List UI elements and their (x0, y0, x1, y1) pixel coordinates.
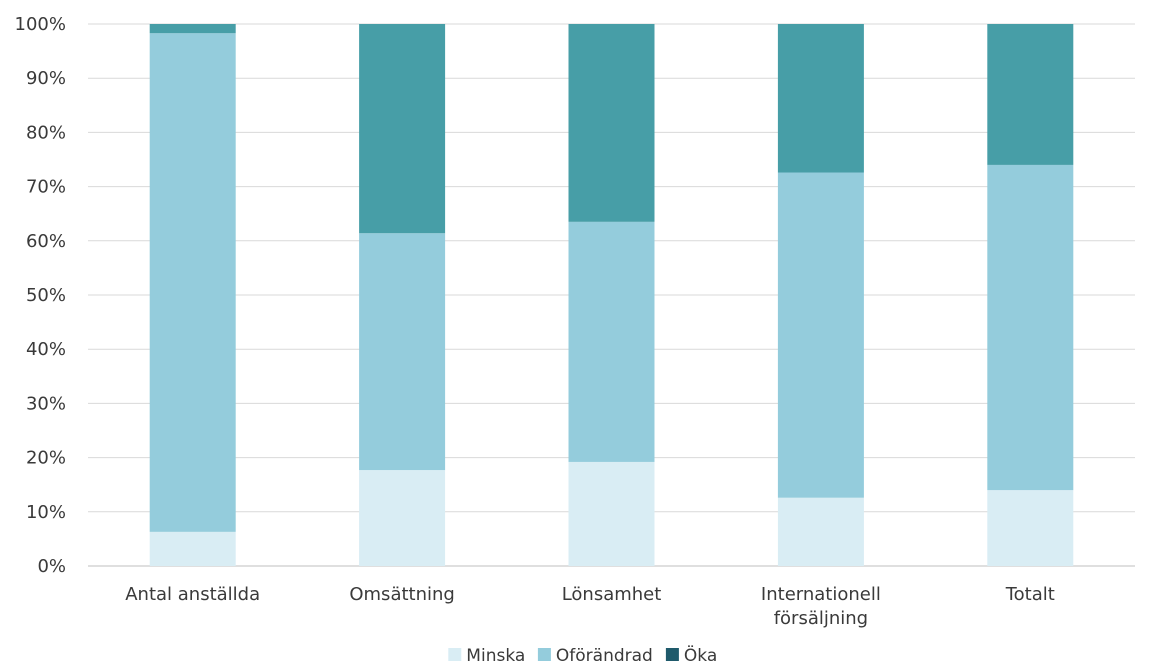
legend: Minska Oförändrad Öka (448, 644, 717, 666)
legend-item: Minska (448, 646, 525, 666)
bar-stack (149, 24, 236, 566)
x-category-label: Antal anställda (125, 584, 260, 605)
legend-swatch (448, 648, 462, 661)
x-category-label: Totalt (1005, 584, 1055, 605)
y-tick-label: 20% (26, 448, 66, 469)
legend-swatch (665, 648, 679, 661)
bar-segment-of-r-ndrad (777, 172, 864, 498)
bar-stack (987, 24, 1074, 566)
bar-segment-minska (987, 490, 1074, 566)
bar-segment--ka (987, 24, 1074, 165)
legend-label: Oförändrad (556, 646, 653, 666)
x-category-label: Omsättning (349, 584, 454, 605)
x-category-label: Internationell försäljning (761, 584, 881, 629)
bar-segment-of-r-ndrad (359, 233, 446, 471)
legend-item: Öka (665, 644, 717, 666)
x-category-label: Lönsamhet (562, 584, 662, 605)
bar-segment--ka (359, 24, 446, 234)
bar-segment-minska (777, 497, 864, 566)
bar-segment-minska (568, 461, 655, 566)
y-tick-label: 90% (26, 68, 66, 89)
legend-label: Minska (466, 646, 525, 666)
bar-segment-of-r-ndrad (987, 164, 1074, 491)
bar-stack (359, 24, 446, 566)
y-tick-label: 40% (26, 339, 66, 360)
legend-item: Oförändrad (537, 646, 653, 666)
y-tick-label: 60% (26, 231, 66, 252)
y-tick-label: 50% (26, 285, 66, 306)
bar-segment-minska (149, 531, 236, 566)
y-tick-label: 10% (26, 502, 66, 523)
bar-segment--ka (149, 24, 236, 34)
y-tick-label: 30% (26, 393, 66, 414)
legend-label: Öka (684, 644, 717, 666)
y-tick-label: 0% (37, 556, 66, 577)
bar-segment--ka (777, 24, 864, 173)
bar-segment-of-r-ndrad (568, 221, 655, 462)
bar-segment--ka (568, 24, 655, 222)
bars-layer (149, 24, 1074, 566)
bar-segment-minska (359, 470, 446, 566)
y-axis-ticks: 0% 10% 20% 30% 40% 50% 60% 70% 80% 90% 100% (15, 14, 66, 577)
y-tick-label: 100% (15, 14, 66, 35)
bar-stack (568, 24, 655, 566)
y-tick-label: 80% (26, 122, 66, 143)
legend-swatch (537, 648, 551, 661)
bar-stack (777, 24, 864, 566)
x-axis-categories: Antal anställda Omsättning Lönsamhet Intern… (125, 584, 1055, 629)
y-tick-label: 70% (26, 177, 66, 198)
bar-segment-of-r-ndrad (149, 33, 236, 532)
